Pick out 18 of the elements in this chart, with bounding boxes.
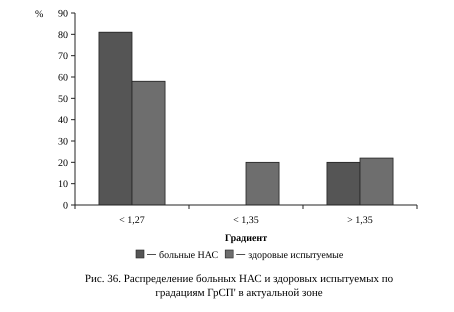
y-tick-label: 10 — [58, 179, 68, 190]
y-tick-label: 0 — [63, 200, 68, 212]
x-axis-title: Градиент — [224, 233, 268, 244]
legend-label: здоровые испытуемые — [248, 250, 344, 261]
y-tick-label: 90 — [58, 8, 68, 20]
y-tick-label: 20 — [58, 158, 68, 169]
y-tick-label: 80 — [58, 30, 68, 41]
x-tick-label: > 1,35 — [347, 215, 373, 226]
y-tick-label: 70 — [58, 51, 68, 62]
y-tick-label: 60 — [58, 72, 68, 84]
y-tick-label: 50 — [58, 94, 68, 105]
y-axis-title: % — [35, 9, 44, 20]
text: Рис. 36. Распределение больных НАС и здоровых испытуемых по градациям ГрСП' в актуальной зоне — [84, 273, 394, 299]
x-tick-label: < 1,35 — [233, 215, 259, 226]
x-tick-label: < 1,27 — [119, 215, 145, 226]
legend-label: больные НАС — [159, 250, 218, 261]
y-tick-label: 30 — [58, 136, 68, 148]
y-tick-label: 40 — [58, 115, 68, 126]
